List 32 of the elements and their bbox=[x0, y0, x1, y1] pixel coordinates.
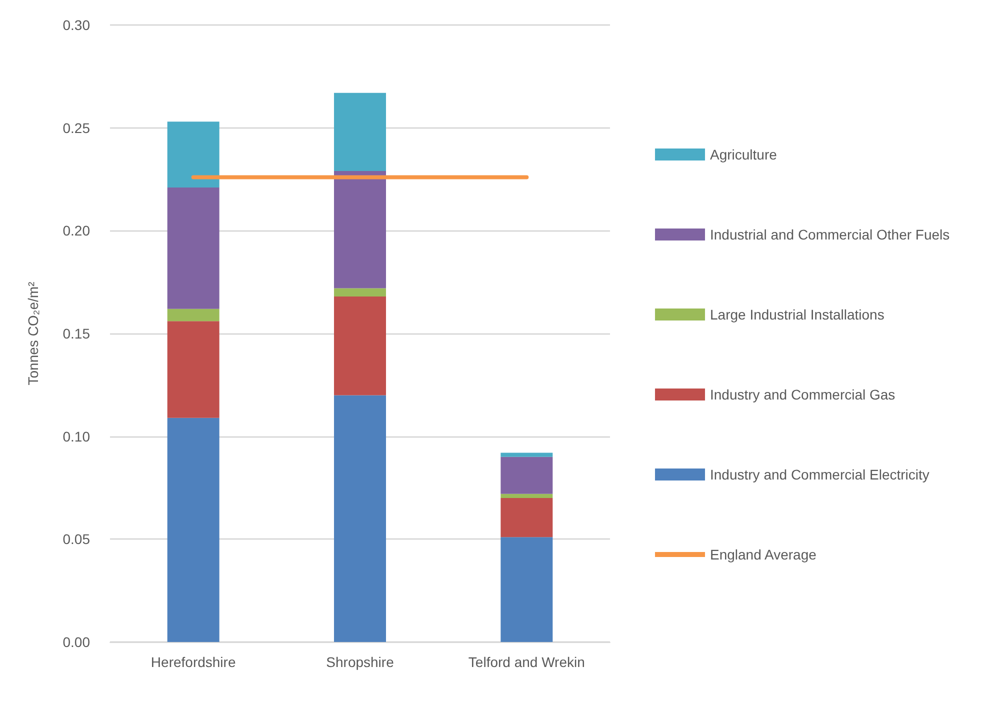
legend-label: Agriculture bbox=[710, 146, 778, 162]
x-tick-label: Shropshire bbox=[326, 654, 394, 670]
y-tick-label: 0.00 bbox=[62, 634, 90, 650]
legend-label: Industry and Commercial Gas bbox=[710, 386, 896, 402]
bar bbox=[500, 537, 553, 642]
bar bbox=[500, 498, 553, 538]
y-tick-label: 0.25 bbox=[62, 120, 90, 136]
bar bbox=[500, 494, 553, 498]
bar bbox=[167, 122, 220, 188]
x-tick-label: Telford and Wrekin bbox=[468, 654, 585, 670]
bar bbox=[500, 452, 553, 457]
bar bbox=[334, 395, 386, 642]
y-tick-label: 0.05 bbox=[62, 531, 90, 548]
y-tick-label: 0.30 bbox=[62, 17, 90, 33]
y-axis-title: Tonnes CO₂e/m² bbox=[25, 281, 41, 386]
bar bbox=[334, 171, 386, 288]
legend-label: Large Industrial Installations bbox=[710, 306, 884, 322]
bar bbox=[167, 321, 220, 418]
y-tick-label: 0.10 bbox=[62, 428, 90, 444]
legend-label: England Average bbox=[710, 546, 817, 562]
bar bbox=[334, 92, 386, 172]
bar bbox=[334, 288, 386, 296]
y-tick-label: 0.15 bbox=[62, 326, 90, 342]
legend-label: Industrial and Commercial Other Fuels bbox=[710, 226, 950, 242]
bar bbox=[167, 418, 220, 642]
bar bbox=[167, 187, 220, 309]
bar bbox=[167, 308, 220, 322]
x-tick-label: Herefordshire bbox=[150, 654, 236, 670]
bar bbox=[500, 456, 553, 494]
bar bbox=[334, 296, 386, 396]
y-tick-label: 0.20 bbox=[62, 222, 90, 239]
legend-label: Industry and Commercial Electricity bbox=[710, 466, 930, 482]
